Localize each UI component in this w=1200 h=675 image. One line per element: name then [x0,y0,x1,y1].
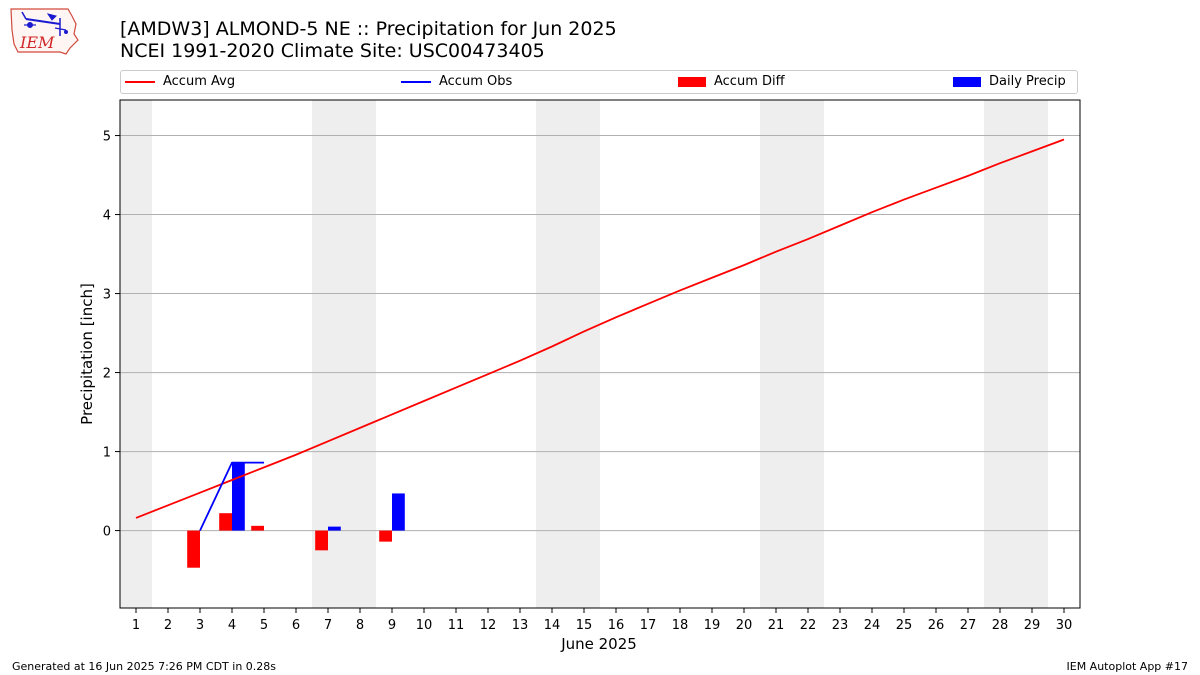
chart-title-line2: NCEI 1991-2020 Climate Site: USC00473405 [120,40,545,62]
plot-frame [119,99,1081,609]
logo-text: IEM [19,33,55,52]
legend-item-accum-obs: Accum Obs [401,74,512,90]
weekend-shade [120,100,152,608]
y-tick-label: 1 [103,446,111,461]
legend-item-accum-avg: Accum Avg [125,74,235,90]
x-tick-label: 23 [832,618,849,633]
x-tick-label: 1 [132,618,140,633]
x-tick-label: 4 [228,618,236,633]
x-axis: 1 2 3 4 5 6 7 8 9 10 11 12 13 14 15 16 17 18 19 20 21 22 23 24 2… [132,608,1072,633]
x-tick-label: 24 [864,618,881,633]
weather-station-icon [21,11,68,36]
legend-label-accum-diff: Accum Diff [714,74,785,89]
x-tick-label: 26 [928,618,945,633]
legend-item-accum-diff: Accum Diff [678,74,785,90]
x-tick-label: 13 [512,618,529,633]
x-tick-label: 17 [640,618,657,633]
x-tick-label: 10 [416,618,433,633]
accum-diff-bar [251,525,264,531]
daily-precip-bar [392,493,405,531]
chart-legend: Accum Avg Accum Obs Accum Diff Daily Pre… [120,70,1078,94]
x-tick-label: 6 [292,618,300,633]
x-tick-label: 27 [960,618,977,633]
weekend-shade [984,100,1048,608]
y-tick-label: 2 [103,367,111,382]
x-tick-label: 25 [896,618,913,633]
x-tick-label: 29 [1024,618,1041,633]
x-tick-label: 11 [448,618,465,633]
accum-diff-bar [219,513,232,531]
legend-label-accum-obs: Accum Obs [439,74,513,89]
accum-avg-swatch [125,80,155,83]
weekend-shade [536,100,600,608]
weekend-shade [760,100,824,608]
x-tick-label: 9 [388,618,396,633]
accum-diff-bar [187,530,200,568]
y-axis-label: Precipitation [inch] [78,283,96,425]
generated-timestamp: Generated at 16 Jun 2025 7:26 PM CDT in … [12,660,277,673]
x-tick-label: 20 [736,618,753,633]
iem-logo: IEM [10,8,79,55]
x-tick-label: 2 [164,618,172,633]
chart-title-line1: [AMDW3] ALMOND-5 NE :: Precipitation for… [120,18,617,40]
x-tick-label: 18 [672,618,689,633]
x-tick-label: 30 [1056,618,1073,633]
accum-obs-swatch [401,80,431,83]
daily-precip-swatch [953,76,981,87]
line-marks [135,138,1065,531]
x-tick-label: 7 [324,618,332,633]
x-tick-label: 22 [800,618,817,633]
accum-avg-line [135,138,1065,519]
x-tick-label: 15 [576,618,593,633]
weekend-shading [120,100,1048,608]
accum-diff-bar [379,530,392,542]
x-tick-label: 16 [608,618,625,633]
legend-label-accum-avg: Accum Avg [163,74,236,89]
x-tick-label: 12 [480,618,497,633]
y-axis: 0 1 2 3 4 5 [103,130,120,540]
y-tick-label: 5 [103,130,111,145]
y-gridlines [120,135,1080,532]
accum-diff-swatch [678,76,706,87]
legend-label-daily-precip: Daily Precip [989,74,1066,89]
weekend-shade [312,100,376,608]
x-tick-label: 14 [544,618,561,633]
y-tick-label: 4 [103,209,111,224]
legend-item-daily-precip: Daily Precip [953,74,1066,90]
app-credit: IEM Autoplot App #17 [1066,660,1189,673]
x-tick-label: 3 [196,618,204,633]
x-tick-label: 5 [260,618,268,633]
y-tick-label: 0 [103,525,111,540]
y-tick-label: 3 [103,288,111,303]
x-axis-label: June 2025 [560,635,637,653]
accum-obs-line [199,461,264,531]
accum-diff-bar [315,530,328,551]
daily-precip-bar [328,526,341,531]
x-tick-label: 19 [704,618,721,633]
x-tick-label: 21 [768,618,785,633]
x-tick-label: 8 [356,618,364,633]
daily-precip-bar [232,462,245,531]
x-tick-label: 28 [992,618,1009,633]
